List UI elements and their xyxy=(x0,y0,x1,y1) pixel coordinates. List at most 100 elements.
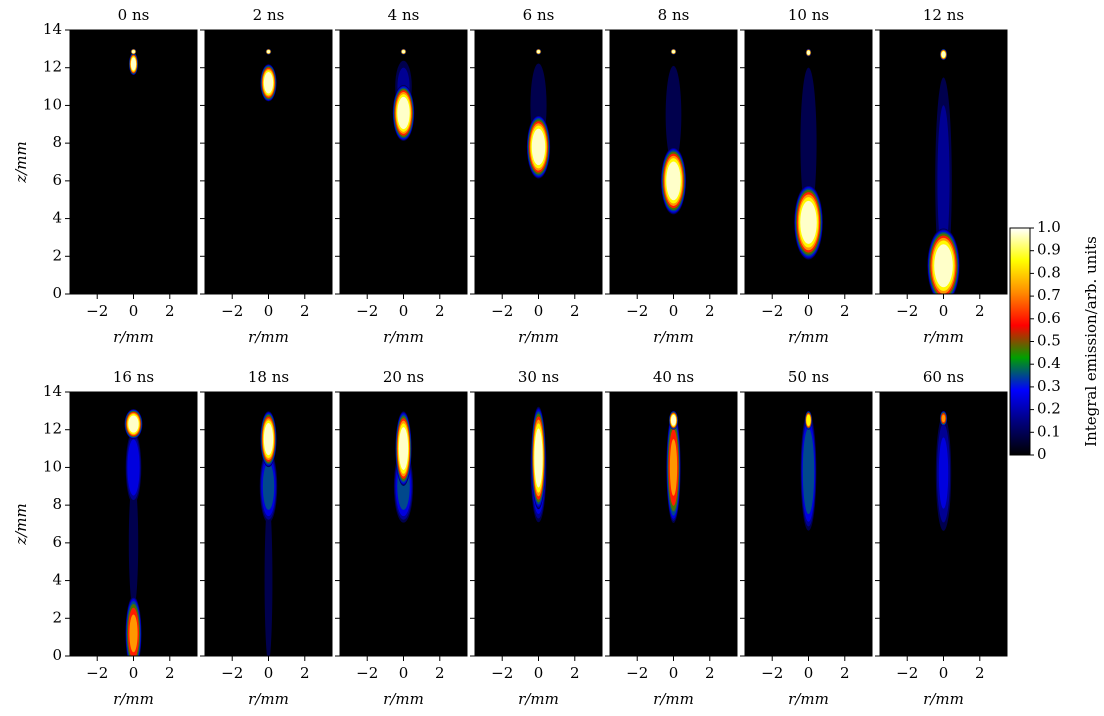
y-tick-label: 4 xyxy=(52,571,62,589)
x-tick-label: −2 xyxy=(356,302,378,320)
emission-blob xyxy=(264,72,273,93)
emission-blob xyxy=(264,423,273,455)
x-tick-label: −2 xyxy=(356,664,378,682)
x-tick-label: 2 xyxy=(435,302,445,320)
panel-title: 2 ns xyxy=(253,6,285,24)
y-tick-label: 8 xyxy=(52,495,62,513)
x-tick-label: 2 xyxy=(570,302,580,320)
x-tick-label: −2 xyxy=(491,302,513,320)
x-tick-label: 2 xyxy=(975,664,985,682)
x-axis-label: r/mm xyxy=(383,690,424,708)
x-tick-label: 0 xyxy=(669,664,679,682)
colorbar-tick-label: 0.7 xyxy=(1037,286,1061,304)
x-tick-label: 2 xyxy=(300,664,310,682)
x-tick-label: 2 xyxy=(840,302,850,320)
emission-blob xyxy=(534,428,542,487)
x-tick-label: −2 xyxy=(491,664,513,682)
emission-blob xyxy=(132,50,135,53)
x-tick-label: 2 xyxy=(435,664,445,682)
emission-blob xyxy=(800,201,817,244)
x-tick-label: 2 xyxy=(165,664,175,682)
x-axis-label: r/mm xyxy=(518,690,559,708)
emission-blob xyxy=(537,50,540,53)
y-tick-label: 2 xyxy=(52,246,62,264)
y-axis-label: z/mm xyxy=(12,503,30,545)
x-tick-label: 2 xyxy=(570,664,580,682)
emission-blob xyxy=(941,51,945,57)
x-tick-label: 2 xyxy=(165,302,175,320)
y-tick-label: 2 xyxy=(52,608,62,626)
emission-blob xyxy=(807,50,810,54)
x-tick-label: −2 xyxy=(86,664,108,682)
x-tick-label: 0 xyxy=(534,302,544,320)
heatmap xyxy=(801,411,817,531)
x-axis-label: r/mm xyxy=(248,690,289,708)
emission-blob xyxy=(265,499,273,662)
y-tick-label: 6 xyxy=(52,533,62,551)
x-axis-label: r/mm xyxy=(248,328,289,346)
emission-blob xyxy=(402,50,405,53)
x-tick-label: −2 xyxy=(626,302,648,320)
x-tick-label: −2 xyxy=(761,302,783,320)
panel-title: 20 ns xyxy=(383,368,424,386)
x-tick-label: 2 xyxy=(705,664,715,682)
panel-title: 30 ns xyxy=(518,368,559,386)
emission-blob xyxy=(263,463,274,510)
x-tick-label: 0 xyxy=(669,302,679,320)
emission-blob xyxy=(532,129,545,166)
heatmap xyxy=(666,411,680,523)
emission-blob xyxy=(671,415,676,426)
emission-blob xyxy=(131,57,136,70)
x-axis-label: r/mm xyxy=(923,328,964,346)
panel-title: 4 ns xyxy=(388,6,420,24)
panel-title: 50 ns xyxy=(788,368,829,386)
x-tick-label: 2 xyxy=(840,664,850,682)
panel-title: 0 ns xyxy=(118,6,150,24)
x-axis-label: r/mm xyxy=(113,328,154,346)
emission-blob xyxy=(670,439,677,496)
panel-title: 60 ns xyxy=(923,368,964,386)
y-tick-label: 8 xyxy=(52,133,62,151)
y-tick-label: 14 xyxy=(43,382,62,400)
emission-blob xyxy=(267,50,270,53)
x-tick-label: −2 xyxy=(86,302,108,320)
x-axis-label: r/mm xyxy=(518,328,559,346)
x-tick-label: 0 xyxy=(399,302,409,320)
y-tick-label: 10 xyxy=(43,457,62,475)
x-axis-label: r/mm xyxy=(788,328,829,346)
y-tick-label: 12 xyxy=(43,420,62,438)
y-tick-label: 14 xyxy=(43,20,62,38)
x-axis-label: r/mm xyxy=(113,690,154,708)
colorbar-tick-label: 0.4 xyxy=(1037,354,1061,372)
panel-title: 6 ns xyxy=(523,6,555,24)
colorbar-tick-label: 0.1 xyxy=(1037,422,1061,440)
y-tick-label: 6 xyxy=(52,171,62,189)
emission-blob xyxy=(934,244,953,287)
y-tick-label: 10 xyxy=(43,95,62,113)
x-tick-label: 0 xyxy=(129,302,139,320)
x-tick-label: 0 xyxy=(804,302,814,320)
x-tick-label: 0 xyxy=(939,302,949,320)
x-tick-label: 0 xyxy=(264,664,274,682)
x-tick-label: 0 xyxy=(399,664,409,682)
x-tick-label: 0 xyxy=(804,664,814,682)
colorbar-label: Integral emission/arb. units xyxy=(1082,236,1100,447)
colorbar-tick-label: 1.0 xyxy=(1037,218,1061,236)
emission-blob xyxy=(806,415,810,426)
emission-blob xyxy=(128,415,138,432)
colorbar-tick-label: 0.8 xyxy=(1037,263,1061,281)
panel-title: 8 ns xyxy=(658,6,690,24)
emission-blob xyxy=(942,415,946,423)
x-tick-label: −2 xyxy=(626,664,648,682)
colorbar-tick-label: 0.5 xyxy=(1037,332,1061,350)
y-tick-label: 12 xyxy=(43,58,62,76)
x-tick-label: −2 xyxy=(221,664,243,682)
x-tick-label: 2 xyxy=(705,302,715,320)
x-tick-label: −2 xyxy=(896,302,918,320)
y-tick-label: 0 xyxy=(52,646,62,664)
figure: 0 ns −2 0 2 r/mm 0 2 4 6 8 10 12 14 z/mm 2 ns −2 0 2 r/mm 4… xyxy=(0,0,1104,716)
colorbar-tick-label: 0.9 xyxy=(1037,241,1061,259)
y-tick-label: 0 xyxy=(52,284,62,302)
x-axis-label: r/mm xyxy=(653,690,694,708)
x-axis-label: r/mm xyxy=(923,690,964,708)
